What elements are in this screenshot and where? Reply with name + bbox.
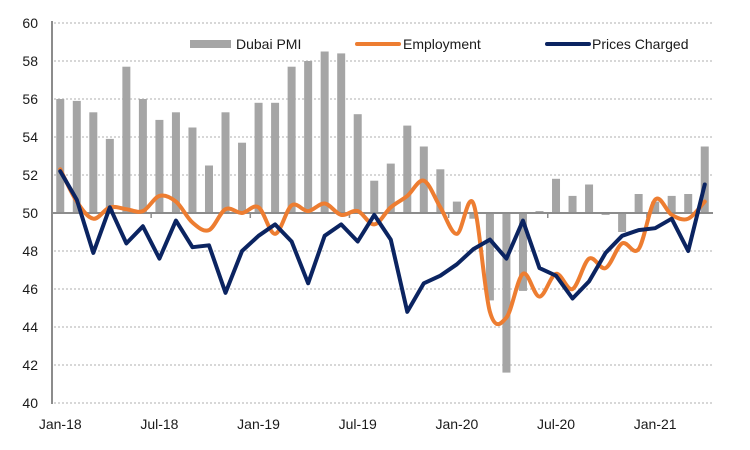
bar-Nov-18 — [221, 112, 230, 213]
y-tick-label: 58 — [22, 53, 38, 69]
bar-May-19 — [320, 51, 329, 213]
bar-Jan-19 — [254, 102, 263, 213]
bar-Jun-19 — [337, 53, 346, 214]
series-lines — [58, 167, 707, 327]
bar-Feb-21 — [667, 195, 676, 213]
y-tick-label: 40 — [22, 395, 38, 411]
bar-Jan-18 — [56, 99, 65, 213]
bar-Aug-19 — [370, 180, 379, 213]
legend-item-employment[interactable]: Employment — [355, 36, 481, 52]
y-tick-label: 52 — [22, 167, 38, 183]
bar-Apr-18 — [105, 138, 114, 213]
y-tick-label: 54 — [22, 129, 38, 145]
bar-Dec-20 — [634, 194, 643, 213]
x-tick-label: Jul-20 — [537, 416, 575, 432]
bar-Mar-19 — [287, 66, 296, 213]
bar-Jan-20 — [452, 201, 461, 213]
x-tick-label: Jan-20 — [435, 416, 478, 432]
axes — [51, 21, 713, 404]
bar-May-20 — [518, 213, 527, 291]
bar-Mar-21 — [684, 194, 693, 213]
bar-Nov-20 — [618, 213, 627, 232]
y-tick-labels: 40 42 44 46 48 50 52 54 56 58 60 — [22, 15, 38, 411]
bar-Mar-20 — [485, 213, 494, 301]
bar-Sep-19 — [386, 163, 395, 213]
bar-Aug-20 — [568, 195, 577, 213]
legend-label-dubai-pmi: Dubai PMI — [236, 36, 301, 52]
bar-Jul-18 — [155, 119, 164, 213]
bar-Oct-19 — [403, 125, 412, 213]
bar-Feb-18 — [72, 100, 81, 213]
legend-label-prices-charged: Prices Charged — [592, 36, 689, 52]
y-tick-label: 56 — [22, 91, 38, 107]
legend-item-dubai-pmi[interactable]: Dubai PMI — [190, 36, 301, 52]
y-tick-label: 60 — [22, 15, 38, 31]
legend-swatch-dubai-pmi — [190, 40, 231, 48]
x-tick-labels: Jan-18 Jul-18 Jan-19 Jul-19 Jan-20 Jul-20 Jan-… — [39, 416, 677, 432]
employment-line — [58, 167, 707, 327]
x-tick-label: Jul-18 — [140, 416, 178, 432]
bar-Jun-18 — [138, 99, 147, 213]
y-tick-label: 48 — [22, 243, 38, 259]
y-tick-label: 46 — [22, 281, 38, 297]
legend-item-prices-charged[interactable]: Prices Charged — [545, 36, 689, 52]
bar-Feb-20 — [469, 213, 478, 219]
bar-Aug-18 — [171, 112, 180, 213]
x-tick-label: Jul-19 — [339, 416, 377, 432]
bar-May-18 — [122, 66, 131, 213]
prices-charged-line — [58, 169, 707, 314]
bar-Oct-18 — [204, 165, 213, 213]
y-tick-label: 44 — [22, 319, 38, 335]
bar-Dec-19 — [436, 169, 445, 213]
y-tick-label: 42 — [22, 357, 38, 373]
gridlines — [54, 22, 713, 404]
legend-label-employment: Employment — [403, 36, 481, 52]
bar-Apr-19 — [304, 61, 313, 213]
bar-Feb-19 — [271, 102, 280, 213]
y-tick-label: 50 — [22, 205, 38, 221]
bar-Apr-21 — [700, 146, 709, 213]
bar-Sep-18 — [188, 127, 197, 213]
bar-Dec-18 — [238, 142, 247, 213]
bar-Apr-20 — [502, 213, 511, 373]
bar-Mar-18 — [89, 112, 98, 213]
legend: Dubai PMI Employment Prices Charged — [190, 36, 689, 52]
bar-Jul-20 — [552, 178, 561, 213]
x-tick-label: Jan-21 — [634, 416, 677, 432]
x-tick-label: Jan-19 — [237, 416, 280, 432]
x-tick-label: Jan-18 — [39, 416, 82, 432]
bar-Sep-20 — [585, 184, 594, 213]
bar-Jul-19 — [353, 114, 362, 213]
bar-Jan-21 — [651, 201, 660, 213]
